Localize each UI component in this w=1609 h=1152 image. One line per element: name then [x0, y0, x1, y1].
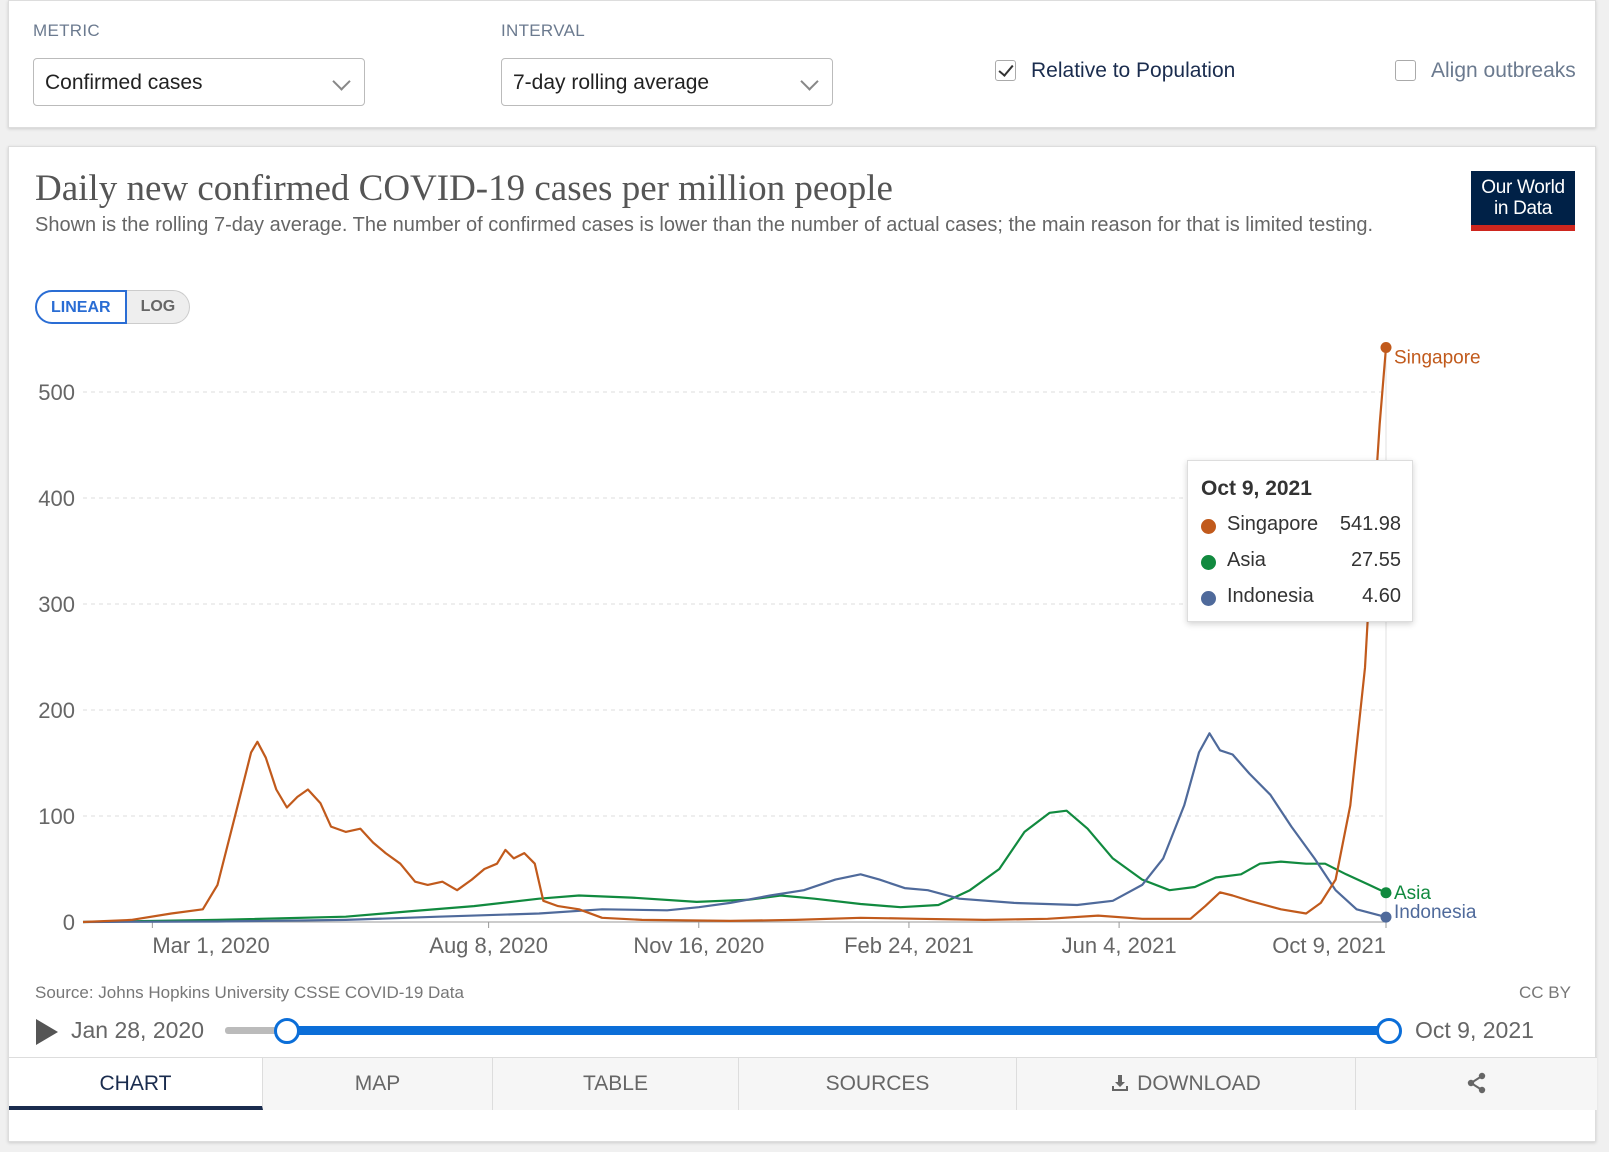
y-tick-label: 100	[38, 804, 75, 829]
y-tick-label: 300	[38, 592, 75, 617]
interval-select[interactable]: 7-day rolling average	[501, 58, 833, 106]
controls-panel: METRIC Confirmed cases INTERVAL 7-day ro…	[8, 0, 1596, 128]
tab-bar: CHART MAP TABLE SOURCES DOWNLOAD	[9, 1057, 1597, 1110]
series-end-label: Indonesia	[1394, 902, 1477, 923]
checkmark-icon	[998, 61, 1014, 77]
series-end-label: Asia	[1394, 883, 1431, 904]
timeline-end-handle[interactable]	[1376, 1018, 1402, 1044]
download-icon	[1112, 1075, 1129, 1091]
tooltip-row-singapore: Singapore 541.98	[1201, 513, 1401, 539]
tab-download[interactable]: DOWNLOAD	[1017, 1058, 1356, 1110]
interval-label: INTERVAL	[501, 21, 585, 40]
y-tick-label: 0	[63, 910, 75, 935]
series-end-point-singapore	[1380, 342, 1392, 354]
tab-share[interactable]	[1356, 1058, 1597, 1110]
series-dot-icon	[1201, 555, 1216, 570]
tooltip-row-indonesia: Indonesia 4.60	[1201, 585, 1401, 611]
source-link[interactable]: Source: Johns Hopkins University CSSE CO…	[35, 983, 464, 1002]
metric-select-value: Confirmed cases	[45, 71, 203, 94]
chart-card: Daily new confirmed COVID-19 cases per m…	[8, 146, 1597, 1142]
tooltip-row-asia: Asia 27.55	[1201, 549, 1401, 575]
chart-tooltip: Oct 9, 2021 Singapore 541.98 Asia 27.55 …	[1187, 460, 1413, 622]
license-link[interactable]: CC BY	[1519, 983, 1571, 1002]
series-line-singapore	[82, 347, 1388, 924]
logo-line-2: in Data	[1493, 198, 1553, 219]
tab-table[interactable]: TABLE	[493, 1058, 739, 1110]
tooltip-series-value: 27.55	[1350, 549, 1401, 571]
x-tick-label: Feb 24, 2021	[844, 933, 974, 958]
tooltip-series-name: Indonesia	[1227, 585, 1314, 607]
tab-chart[interactable]: CHART	[9, 1058, 263, 1110]
series-end-point-indonesia	[1380, 911, 1392, 923]
chevron-down-icon	[332, 72, 351, 91]
checkbox-box[interactable]	[995, 60, 1016, 81]
interval-select-value: 7-day rolling average	[513, 71, 710, 94]
x-tick-label: Aug 8, 2020	[429, 933, 548, 958]
owid-logo[interactable]: Our World in Data	[1471, 171, 1575, 231]
logo-line-1: Our World	[1481, 177, 1565, 198]
series-dot-icon	[1201, 591, 1216, 606]
tab-map[interactable]: MAP	[263, 1058, 493, 1110]
chevron-down-icon	[800, 72, 819, 91]
tooltip-series-value: 4.60	[1362, 585, 1401, 607]
play-icon[interactable]	[36, 1019, 58, 1045]
timeline-track-active[interactable]	[287, 1026, 1389, 1035]
tooltip-series-name: Asia	[1227, 549, 1266, 571]
timeline-end-date: Oct 9, 2021	[1415, 1017, 1534, 1043]
x-tick-label: Jun 4, 2021	[1062, 933, 1177, 958]
y-tick-label: 500	[38, 380, 75, 405]
scale-toggle: LINEAR LOG	[35, 290, 191, 324]
series-dot-icon	[1201, 519, 1216, 534]
series-line-indonesia	[82, 732, 1387, 924]
metric-label: METRIC	[33, 21, 100, 40]
log-scale-button[interactable]: LOG	[126, 290, 191, 324]
relative-to-population-label: Relative to Population	[1031, 59, 1236, 82]
timeline-slider: Jan 28, 2020 Oct 9, 2021	[9, 1009, 1597, 1049]
timeline-track-inactive[interactable]	[225, 1027, 289, 1034]
line-chart[interactable]: 0 100 200 300 400 500 Mar 1, 2020 Aug 8, 2020 No…	[9, 147, 1597, 977]
timeline-start-date: Jan 28, 2020	[71, 1017, 205, 1043]
align-outbreaks-checkbox[interactable]: Align outbreaks	[1395, 58, 1595, 88]
x-tick-label: Oct 9, 2021	[1272, 933, 1386, 958]
x-tick-label: Nov 16, 2020	[633, 933, 764, 958]
chart-subtitle: Shown is the rolling 7-day average. The …	[35, 214, 1374, 236]
tooltip-date: Oct 9, 2021	[1201, 477, 1312, 500]
chart-title: Daily new confirmed COVID-19 cases per m…	[35, 168, 893, 209]
y-tick-label: 200	[38, 698, 75, 723]
metric-select[interactable]: Confirmed cases	[33, 58, 365, 106]
download-label: DOWNLOAD	[1137, 1072, 1261, 1095]
x-tick-label: Mar 1, 2020	[152, 933, 269, 958]
series-end-label: Singapore	[1394, 348, 1481, 369]
series-line-asia	[82, 809, 1387, 924]
checkbox-box[interactable]	[1395, 60, 1416, 81]
relative-to-population-checkbox[interactable]: Relative to Population	[995, 58, 1255, 88]
timeline-start-handle[interactable]	[274, 1018, 300, 1044]
align-outbreaks-label: Align outbreaks	[1431, 59, 1576, 82]
series-end-point-asia	[1380, 887, 1392, 899]
tooltip-series-value: 541.98	[1339, 513, 1401, 535]
y-tick-label: 400	[38, 486, 75, 511]
share-icon	[1467, 1072, 1485, 1094]
linear-scale-button[interactable]: LINEAR	[35, 290, 127, 324]
tooltip-series-name: Singapore	[1227, 513, 1319, 535]
tab-sources[interactable]: SOURCES	[739, 1058, 1017, 1110]
